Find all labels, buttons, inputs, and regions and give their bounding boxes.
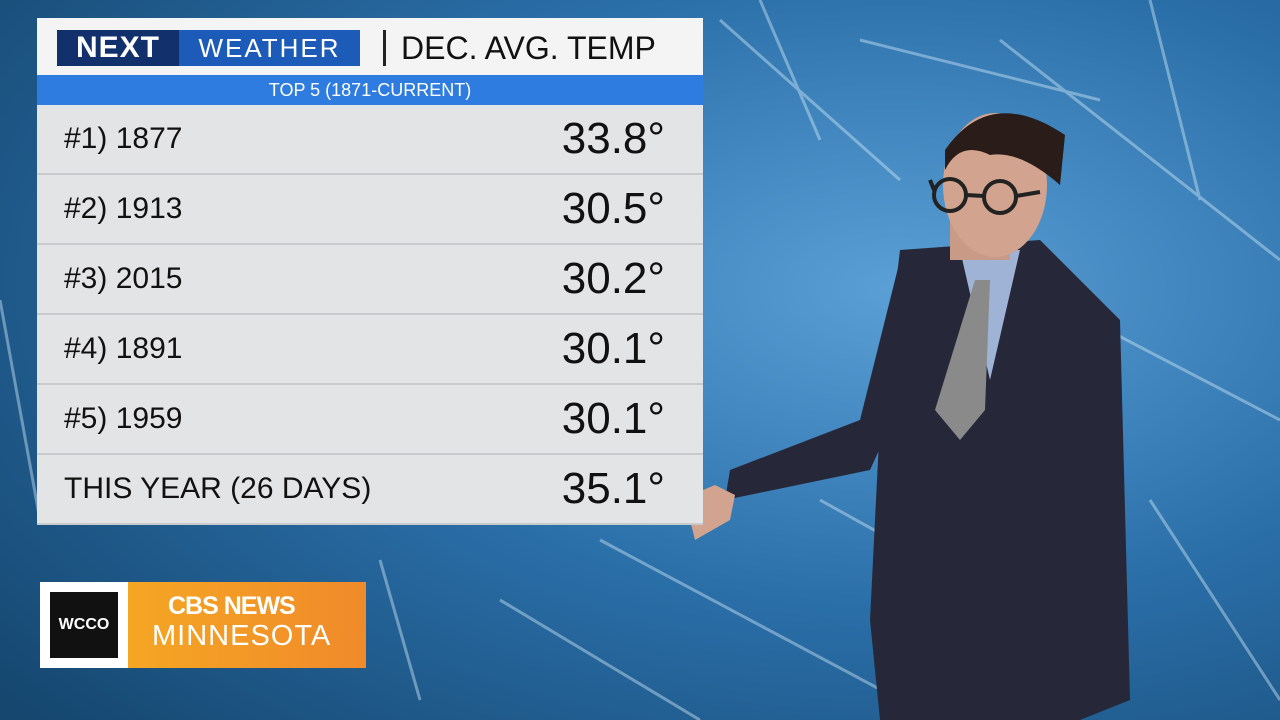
divider (383, 30, 386, 66)
row-value: 30.1° (561, 394, 665, 443)
table-row: #3) 2015 30.2° (37, 245, 703, 315)
network-box: CBS NEWS MINNESOTA (128, 582, 366, 668)
row-label: #5) 1959 (64, 402, 183, 435)
region-name: MINNESOTA (152, 620, 332, 652)
station-branding: WCCO CBS NEWS MINNESOTA (40, 582, 366, 668)
logo-weather: WEATHER (179, 30, 360, 66)
table-row: #1) 1877 33.8° (37, 105, 703, 175)
row-label: THIS YEAR (26 DAYS) (64, 472, 372, 505)
header: NEXT WEATHER DEC. AVG. TEMP (37, 18, 703, 75)
row-value: 35.1° (561, 464, 665, 513)
row-value: 33.8° (561, 114, 665, 163)
row-label: #2) 1913 (64, 192, 183, 225)
table-row: THIS YEAR (26 DAYS) 35.1° (37, 455, 703, 525)
row-value: 30.5° (561, 184, 665, 233)
station-logo: WCCO (50, 592, 118, 658)
subtitle: TOP 5 (1871-CURRENT) (37, 75, 703, 105)
table-row: #4) 1891 30.1° (37, 315, 703, 385)
logo-next: NEXT (57, 30, 179, 66)
table-row: #5) 1959 30.1° (37, 385, 703, 455)
station-box: WCCO (40, 582, 128, 668)
row-label: #1) 1877 (64, 122, 183, 155)
row-label: #4) 1891 (64, 332, 183, 365)
title: DEC. AVG. TEMP (401, 30, 656, 66)
row-value: 30.1° (561, 324, 665, 373)
data-panel: NEXT WEATHER DEC. AVG. TEMP TOP 5 (1871-… (37, 18, 703, 525)
row-label: #3) 2015 (64, 262, 183, 295)
row-value: 30.2° (561, 254, 665, 303)
network-name: CBS NEWS (168, 592, 296, 620)
table-row: #2) 1913 30.5° (37, 175, 703, 245)
